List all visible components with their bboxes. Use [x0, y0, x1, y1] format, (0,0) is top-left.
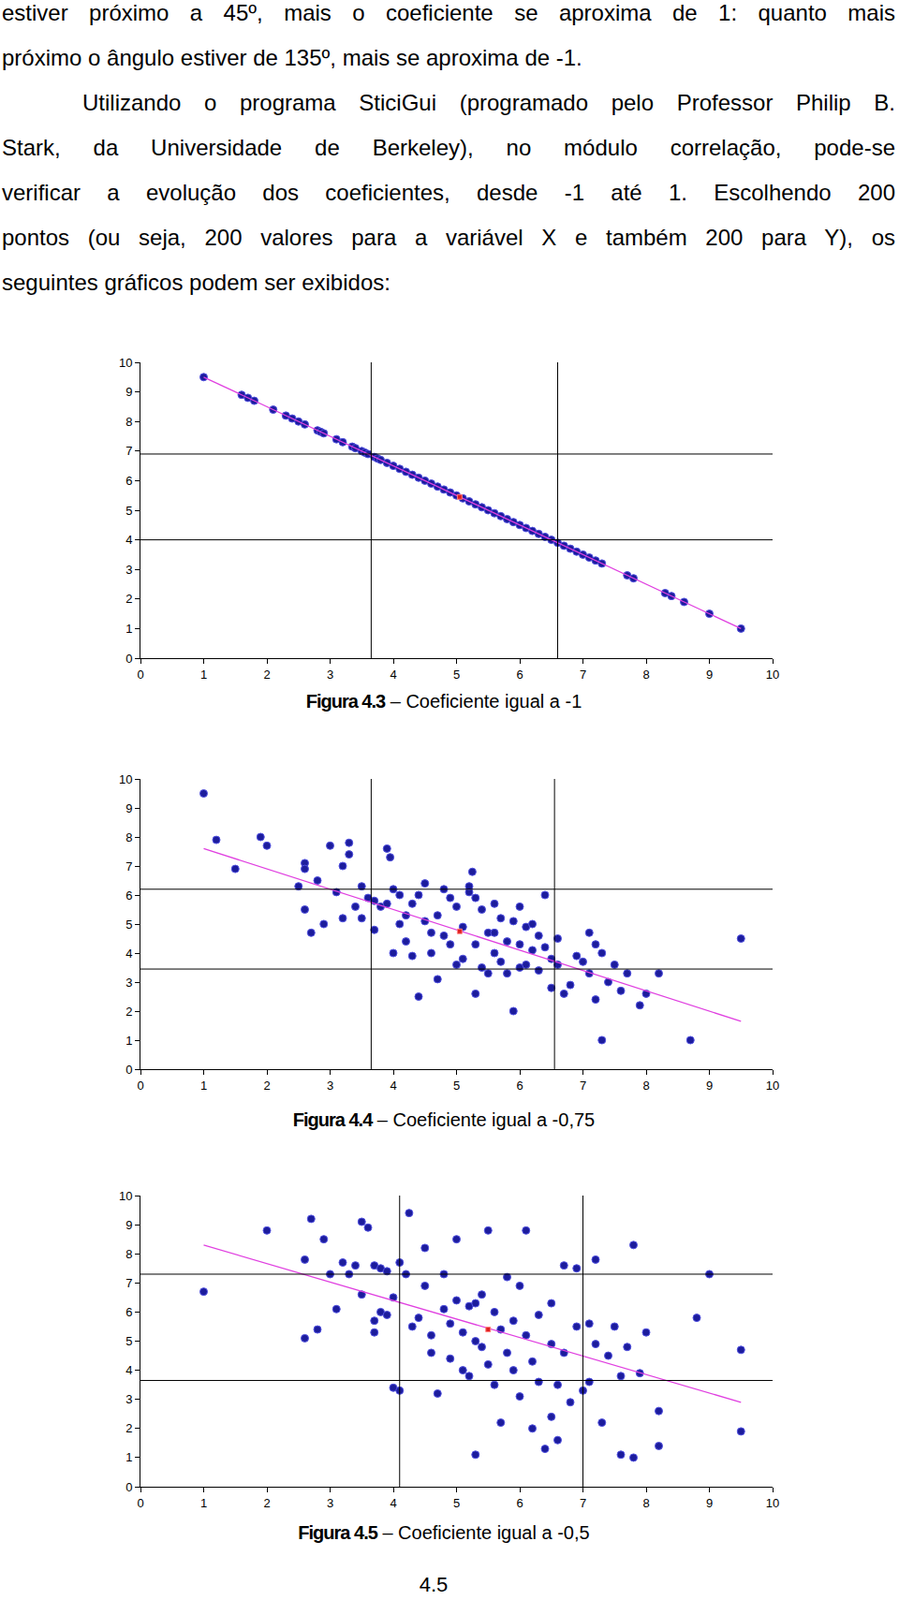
svg-text:1: 1 — [200, 1078, 207, 1093]
svg-text:0: 0 — [125, 651, 133, 666]
svg-text:9: 9 — [706, 1078, 713, 1093]
svg-text:8: 8 — [125, 414, 133, 429]
svg-text:2: 2 — [263, 667, 270, 682]
html-text:pontos (ou seja, 200 valores p: pontos (ou seja, 200 valores para a vari… — [1, 224, 896, 251]
svg-text:8: 8 — [642, 667, 649, 682]
html-text:Figura 4.3 – Coeficiente igual: Figura 4.3 – Coeficiente igual a -1 — [305, 691, 582, 712]
svg-text:1: 1 — [125, 1450, 133, 1465]
html-text:próximo o ângulo estiver de 13: próximo o ângulo estiver de 135º, mais s… — [1, 44, 583, 71]
svg-text:3: 3 — [326, 667, 334, 682]
svg-text:8: 8 — [642, 1496, 649, 1511]
svg-text:4: 4 — [389, 667, 397, 682]
html-text:Figura 4.5 – Coeficiente igual: Figura 4.5 – Coeficiente igual a -0,5 — [298, 1522, 590, 1544]
svg-text:2: 2 — [125, 1004, 133, 1019]
svg-text:3: 3 — [125, 975, 133, 990]
svg-text:2: 2 — [125, 591, 133, 606]
html-text:Stark, da Universidade de Berk: Stark, da Universidade de Berkeley), no … — [1, 134, 896, 161]
svg-text:7: 7 — [125, 859, 133, 874]
html-text:4.5: 4.5 — [419, 1573, 448, 1597]
svg-text:3: 3 — [125, 562, 133, 577]
svg-text:1: 1 — [200, 1496, 207, 1511]
svg-text:7: 7 — [125, 1276, 133, 1291]
svg-text:2: 2 — [263, 1496, 270, 1511]
svg-text:8: 8 — [125, 1247, 133, 1262]
svg-text:4: 4 — [125, 946, 133, 961]
svg-text:9: 9 — [125, 1218, 133, 1233]
svg-text:9: 9 — [125, 801, 133, 816]
svg-text:10: 10 — [766, 1078, 780, 1093]
svg-text:1: 1 — [200, 667, 207, 682]
svg-text:5: 5 — [453, 1078, 460, 1093]
svg-text:1: 1 — [125, 621, 133, 636]
svg-text:10: 10 — [118, 772, 133, 787]
svg-text:5: 5 — [453, 667, 460, 682]
svg-text:7: 7 — [125, 443, 133, 458]
svg-text:5: 5 — [125, 1334, 133, 1349]
svg-text:5: 5 — [125, 503, 133, 518]
svg-text:6: 6 — [515, 667, 523, 682]
svg-text:0: 0 — [136, 1078, 144, 1093]
svg-text:0: 0 — [136, 667, 144, 682]
svg-text:10: 10 — [766, 1496, 780, 1511]
svg-text:2: 2 — [125, 1421, 133, 1436]
svg-text:0: 0 — [136, 1496, 144, 1511]
svg-text:3: 3 — [326, 1496, 334, 1511]
svg-text:10: 10 — [118, 1189, 133, 1204]
svg-text:3: 3 — [326, 1078, 334, 1093]
svg-text:7: 7 — [579, 1078, 587, 1093]
svg-text:8: 8 — [642, 1078, 649, 1093]
svg-text:7: 7 — [579, 667, 587, 682]
svg-text:0: 0 — [125, 1062, 133, 1077]
html-text:seguintes gráficos podem ser e: seguintes gráficos podem ser exibidos: — [1, 269, 391, 295]
html-text:verificar a evolução dos coefi: verificar a evolução dos coeficientes, d… — [1, 179, 896, 206]
svg-text:4: 4 — [389, 1078, 397, 1093]
svg-text:3: 3 — [125, 1392, 133, 1407]
svg-text:6: 6 — [515, 1496, 523, 1511]
html-text:Figura 4.4 – Coeficiente igual: Figura 4.4 – Coeficiente igual a -0,75 — [292, 1109, 595, 1131]
svg-text:4: 4 — [125, 532, 133, 547]
svg-text:9: 9 — [125, 384, 133, 399]
svg-text:6: 6 — [125, 888, 133, 903]
svg-text:7: 7 — [579, 1496, 587, 1511]
svg-text:4: 4 — [125, 1363, 133, 1378]
html-text:estiver próximo a 45º, mais o: estiver próximo a 45º, mais o coeficient… — [1, 0, 896, 26]
svg-text:0: 0 — [125, 1480, 133, 1495]
svg-text:9: 9 — [706, 1496, 713, 1511]
svg-text:6: 6 — [125, 473, 133, 488]
svg-text:5: 5 — [453, 1496, 460, 1511]
svg-text:6: 6 — [125, 1305, 133, 1320]
svg-text:10: 10 — [766, 667, 780, 682]
svg-text:9: 9 — [706, 667, 713, 682]
svg-text:10: 10 — [118, 355, 133, 370]
svg-text:4: 4 — [389, 1496, 397, 1511]
svg-text:2: 2 — [263, 1078, 270, 1093]
svg-text:6: 6 — [515, 1078, 523, 1093]
svg-text:1: 1 — [125, 1033, 133, 1048]
svg-text:8: 8 — [125, 830, 133, 845]
html-text:Utilizando o programa SticiGui: Utilizando o programa SticiGui (programa… — [82, 89, 896, 116]
svg-text:5: 5 — [125, 917, 133, 932]
